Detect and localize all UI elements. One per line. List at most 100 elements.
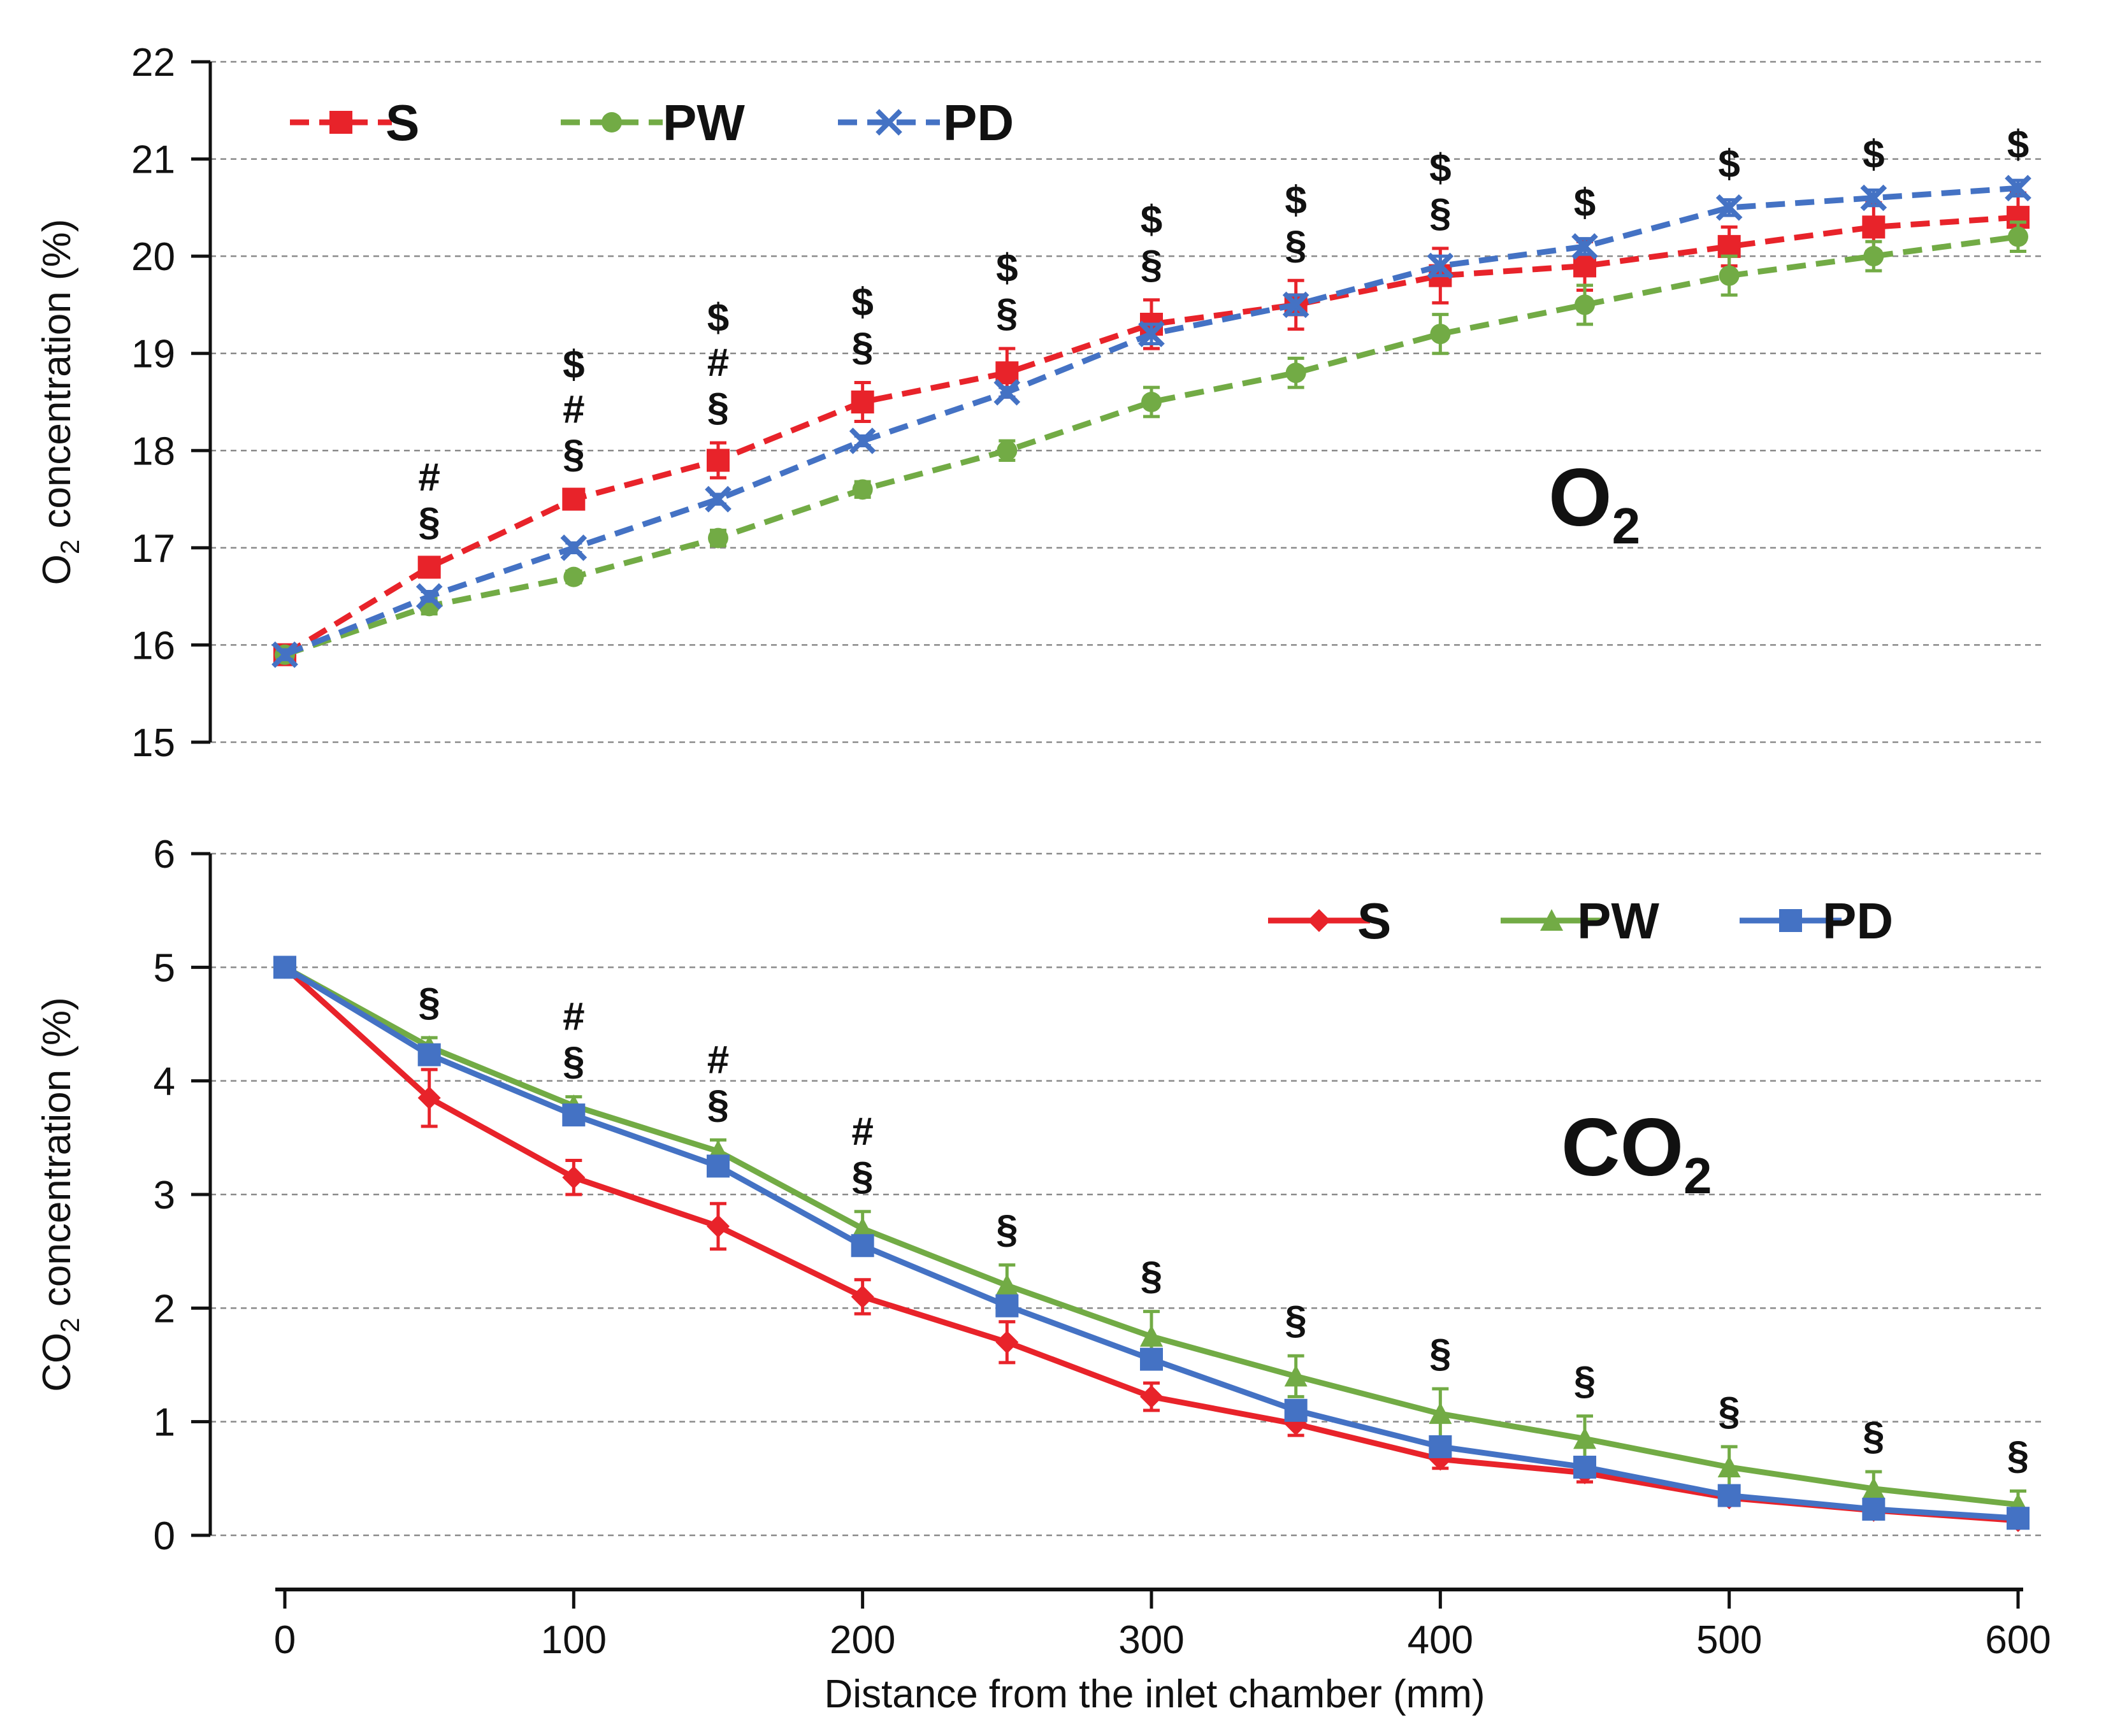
data-point-pd-stroke (1138, 320, 1165, 348)
significance-symbol: $ (996, 247, 1018, 291)
y-tick-label: 0 (154, 1514, 175, 1558)
data-point-s (851, 391, 874, 413)
legend-label: PW (663, 94, 745, 151)
y-tick-label: 5 (154, 946, 175, 990)
significance-symbol: § (563, 1040, 584, 1084)
data-point-s (707, 448, 730, 472)
y-axis-title-main: O (35, 554, 79, 585)
data-point-s (417, 556, 441, 579)
significance-symbol: § (1141, 1254, 1162, 1298)
significance-symbol: § (1574, 1359, 1596, 1403)
data-point-pw (1573, 1427, 1596, 1449)
legend-label: S (386, 94, 419, 151)
data-point-pd (1140, 1347, 1163, 1371)
significance-symbol: # (707, 1038, 729, 1082)
significance-symbol: $ (1863, 133, 1884, 176)
significance-annotation: § (2007, 1433, 2029, 1477)
data-point-pd-stroke (1571, 233, 1598, 260)
significance-symbol: § (707, 1082, 729, 1126)
data-point-pw (1284, 1365, 1308, 1387)
y-tick-label: 20 (131, 235, 175, 279)
x-tick-label: 500 (1696, 1618, 1762, 1662)
data-point-pd-stroke (1715, 194, 1743, 221)
y-axis-title-rest: concentration (%) (35, 219, 79, 540)
significance-annotation: § (996, 1208, 1018, 1252)
series-line-pw (283, 965, 2019, 1508)
legend-label: PD (943, 94, 1014, 151)
significance-annotation: $ (1718, 143, 1740, 187)
significance-symbol: $ (851, 280, 873, 324)
legend-swatch-marker (602, 112, 622, 133)
x-tick-label: 600 (1985, 1618, 2051, 1662)
significance-annotation: § (1429, 1331, 1451, 1375)
panel-label-sub: 2 (1684, 1147, 1712, 1204)
significance-symbol: # (707, 341, 729, 385)
y-tick-label: 21 (131, 138, 175, 182)
significance-symbol: $ (563, 343, 584, 387)
data-point-pd (707, 1154, 730, 1178)
legend-label: S (1357, 893, 1391, 949)
data-point-pw (1140, 1324, 1163, 1347)
y-tick-label: 17 (131, 527, 175, 571)
legend-label: PW (1577, 893, 1659, 949)
y-axis-title: CO2 concentration (%) (35, 997, 85, 1391)
legend-swatch-marker (876, 109, 902, 136)
y-tick-label: 22 (131, 41, 175, 85)
significance-annotation: #§ (418, 456, 440, 544)
significance-annotation: § (1718, 1389, 1740, 1433)
significance-annotation: #§ (851, 1110, 873, 1198)
significance-symbol: § (418, 500, 440, 544)
y-tick-label: 15 (131, 721, 175, 765)
significance-annotation: § (1285, 1298, 1306, 1342)
data-point-s (995, 361, 1019, 385)
panel-label-main: CO (1561, 1102, 1684, 1193)
data-point-pd-stroke (2005, 175, 2031, 202)
data-point-pd (1427, 252, 1454, 280)
data-point-pd (1717, 1484, 1741, 1507)
significance-symbol: § (707, 385, 729, 429)
data-point-s (1140, 1385, 1163, 1409)
series-pw (273, 956, 2030, 1520)
data-point-pd (1284, 1398, 1308, 1422)
significance-symbol: § (1429, 191, 1451, 235)
significance-symbol: § (418, 980, 440, 1024)
y-tick-label: 4 (154, 1060, 175, 1104)
data-point-pw (997, 440, 1018, 461)
data-point-pd (2007, 1507, 2030, 1530)
significance-symbol: § (851, 1154, 873, 1198)
y-axis-title-sub: 2 (55, 1317, 85, 1332)
data-point-pd (417, 1043, 441, 1066)
panel-label-main: O (1548, 452, 1612, 543)
data-point-pd-stroke (705, 485, 732, 513)
significance-annotation: § (1574, 1359, 1596, 1403)
data-point-pd (1862, 1497, 1886, 1521)
panel-label: CO2 (1561, 1102, 1712, 1204)
data-point-pd-stroke (849, 427, 876, 454)
significance-annotation: $#§ (563, 343, 584, 476)
data-point-pw (995, 1273, 1019, 1296)
data-point-s (1573, 254, 1596, 278)
significance-symbol: § (1863, 1414, 1884, 1458)
data-point-pw (1719, 265, 1740, 286)
y-axis-title-sub: 2 (55, 540, 85, 554)
significance-annotation: $§ (1285, 178, 1306, 267)
legend-swatch-marker (1308, 909, 1331, 932)
y-tick-label: 19 (131, 333, 175, 377)
data-point-s (417, 1086, 441, 1110)
legend-item-pd: PD (1740, 893, 1893, 949)
data-point-pd-stroke (1427, 252, 1454, 280)
significance-symbol: § (1429, 1331, 1451, 1375)
series-pw (275, 220, 2028, 665)
legend-swatch-marker (1779, 909, 1802, 932)
data-point-pd (995, 1294, 1019, 1317)
data-point-pd (849, 427, 876, 454)
data-point-pw (1575, 294, 1595, 315)
series-line-pd (283, 965, 2019, 1521)
legend-label: PD (1822, 893, 1893, 949)
data-point-pd (993, 378, 1021, 406)
data-point-s (995, 1330, 1019, 1354)
data-point-s (1862, 215, 1886, 239)
